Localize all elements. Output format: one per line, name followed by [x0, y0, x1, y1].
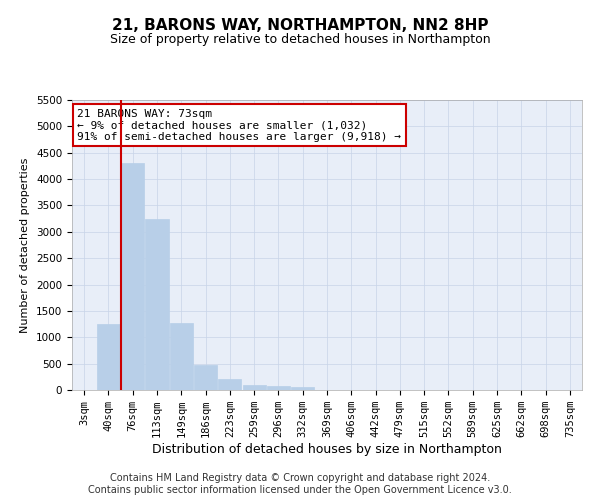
Bar [145, 218, 169, 390]
Bar [170, 322, 193, 390]
Bar [194, 364, 217, 390]
Bar [97, 324, 120, 390]
Bar [242, 384, 266, 390]
Bar [218, 380, 241, 390]
Bar [291, 387, 314, 390]
Text: Contains HM Land Registry data © Crown copyright and database right 2024.
Contai: Contains HM Land Registry data © Crown c… [88, 474, 512, 495]
X-axis label: Distribution of detached houses by size in Northampton: Distribution of detached houses by size … [152, 443, 502, 456]
Text: 21, BARONS WAY, NORTHAMPTON, NN2 8HP: 21, BARONS WAY, NORTHAMPTON, NN2 8HP [112, 18, 488, 32]
Text: Size of property relative to detached houses in Northampton: Size of property relative to detached ho… [110, 32, 490, 46]
Text: 21 BARONS WAY: 73sqm
← 9% of detached houses are smaller (1,032)
91% of semi-det: 21 BARONS WAY: 73sqm ← 9% of detached ho… [77, 108, 401, 142]
Y-axis label: Number of detached properties: Number of detached properties [20, 158, 31, 332]
Bar [267, 386, 290, 390]
Bar [121, 164, 144, 390]
